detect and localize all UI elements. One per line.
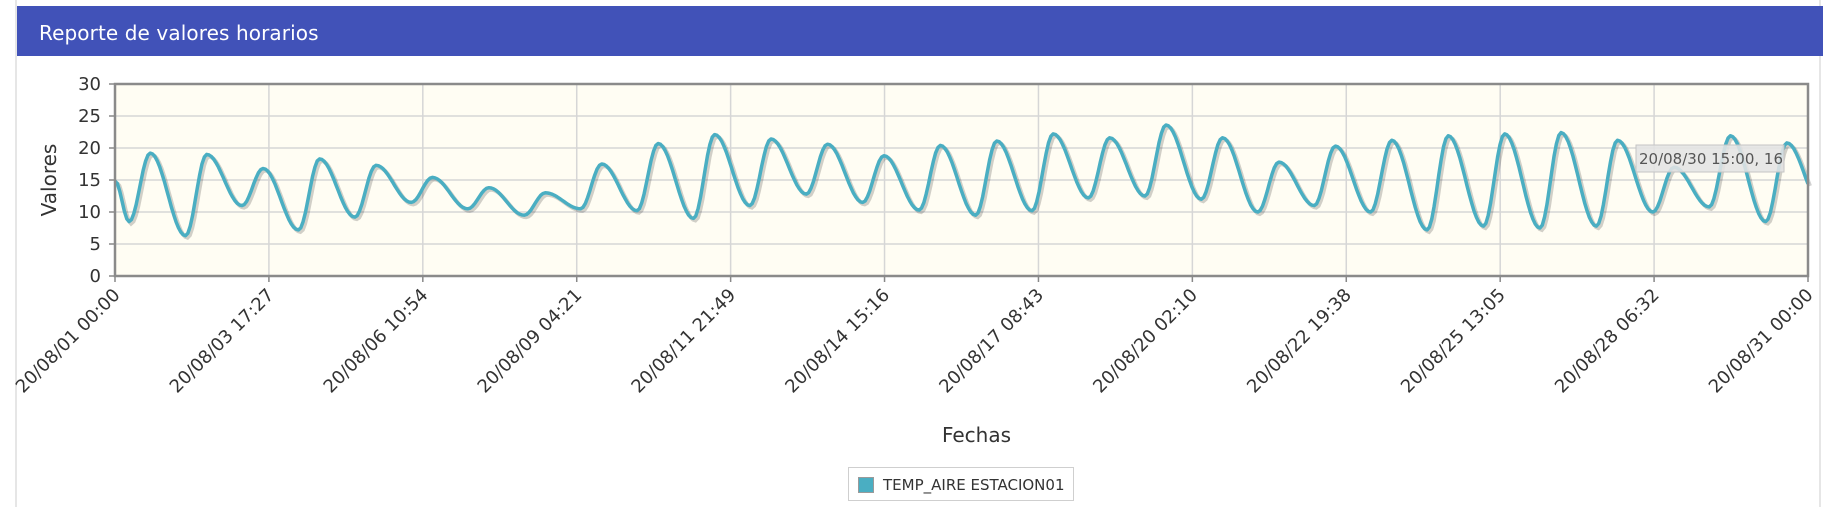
panel-left-border: [15, 0, 17, 507]
tooltip-text: 20/08/30 15:00, 16: [1639, 150, 1783, 168]
x-tick-label: 20/08/09 04:21: [474, 285, 587, 398]
y-tick-label: 5: [90, 234, 101, 255]
y-tick-labels: 0 5 10 15 20 25 30: [78, 74, 101, 287]
series-layer: [113, 123, 1812, 241]
x-tick-label: 20/08/20 02:10: [1089, 285, 1202, 398]
x-tick-labels: 20/08/01 00:00 20/08/03 17:27 20/08/06 10:…: [12, 285, 1818, 398]
x-tick-label: 20/08/28 06:32: [1551, 285, 1664, 398]
y-axis-label: Valores: [37, 144, 61, 217]
legend[interactable]: TEMP_AIRE ESTACION01: [848, 467, 1074, 501]
y-tick-label: 20: [78, 138, 101, 159]
x-tick-label: 20/08/11 21:49: [627, 285, 740, 398]
panel-right-border: [1819, 0, 1821, 507]
series-line-temp-aire-estacion01[interactable]: [113, 123, 1810, 238]
y-tick-label: 0: [90, 266, 101, 287]
tooltip-box: [1635, 144, 1785, 173]
x-tick-label: 20/08/25 13:05: [1397, 285, 1510, 398]
panel-header: Reporte de valores horarios: [17, 6, 1823, 56]
panel-title: Reporte de valores horarios: [39, 21, 319, 45]
y-tick-label: 15: [78, 170, 101, 191]
x-tick-label: 20/08/06 10:54: [320, 285, 433, 398]
x-tick-label: 20/08/22 19:38: [1243, 285, 1356, 398]
x-axis-label: Fechas: [942, 423, 1011, 447]
y-tick-label: 25: [78, 106, 101, 127]
legend-label: TEMP_AIRE ESTACION01: [883, 476, 1065, 494]
line-chart: 0 5 10 15 20 25 30 20/08/01 00:00 20/08/03 17:2…: [12, 74, 1818, 447]
x-tick-label: 20/08/01 00:00: [12, 285, 125, 398]
legend-swatch: [858, 477, 874, 493]
x-tick-label: 20/08/17 08:43: [935, 285, 1048, 398]
y-tick-label: 10: [78, 202, 101, 223]
y-tick-label: 30: [78, 74, 101, 95]
x-tick-label: 20/08/03 17:27: [166, 285, 279, 398]
x-tick-label: 20/08/14 15:16: [781, 285, 894, 398]
tooltip: 20/08/30 15:00, 16: [1635, 144, 1785, 173]
plot-border: [113, 82, 1810, 278]
x-tick-label: 20/08/31 00:00: [1705, 285, 1818, 398]
